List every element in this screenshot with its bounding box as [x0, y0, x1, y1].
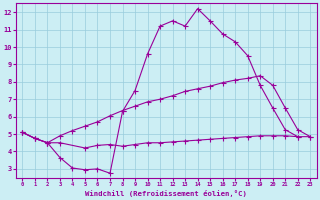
X-axis label: Windchill (Refroidissement éolien,°C): Windchill (Refroidissement éolien,°C) [85, 190, 247, 197]
